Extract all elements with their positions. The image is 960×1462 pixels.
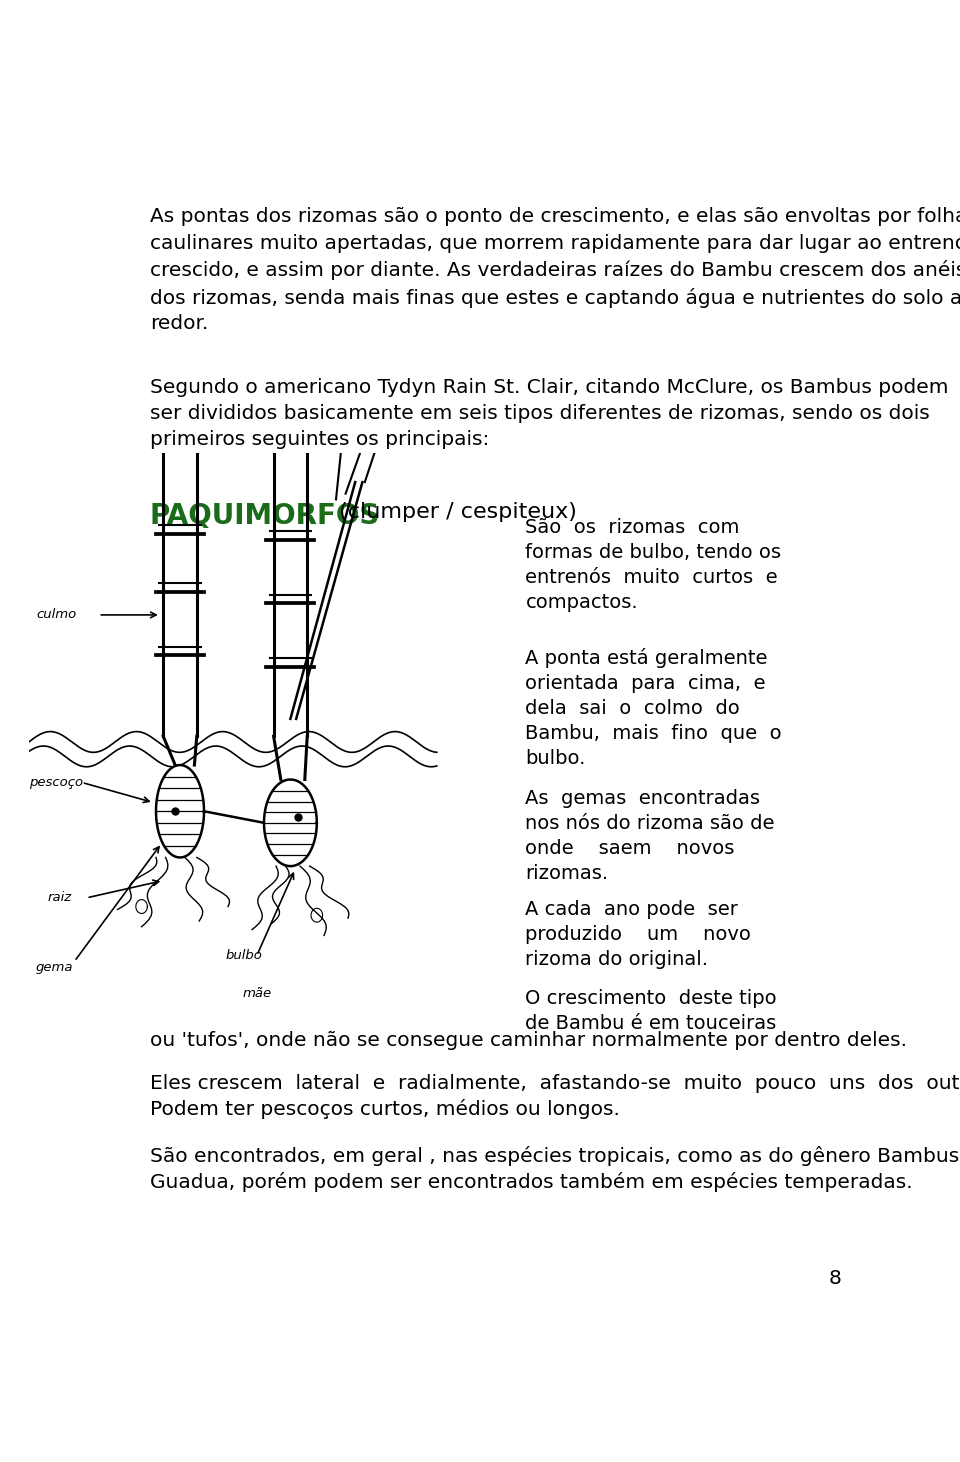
Text: O crescimento  deste tipo
de Bambu é em touceiras: O crescimento deste tipo de Bambu é em t… xyxy=(525,990,777,1034)
Text: São  os  rizomas  com
formas de bulbo, tendo os
entrenós  muito  curtos  e
compa: São os rizomas com formas de bulbo, tend… xyxy=(525,518,781,611)
Text: Eles crescem  lateral  e  radialmente,  afastando-se  muito  pouco  uns  dos  ou: Eles crescem lateral e radialmente, afas… xyxy=(150,1073,960,1120)
Polygon shape xyxy=(156,765,204,857)
Text: pescoço: pescoço xyxy=(29,776,83,789)
Text: culmo: culmo xyxy=(36,608,76,621)
Text: As  gemas  encontradas
nos nós do rizoma são de
onde    saem    novos
rizomas.: As gemas encontradas nos nós do rizoma s… xyxy=(525,789,775,883)
Text: gema: gema xyxy=(36,961,74,974)
Text: (clumper / cespiteux): (clumper / cespiteux) xyxy=(332,501,577,522)
Text: São encontrados, em geral , nas espécies tropicais, como as do gênero Bambusa
Gu: São encontrados, em geral , nas espécies… xyxy=(150,1146,960,1192)
Text: A cada  ano pode  ser
produzido    um    novo
rizoma do original.: A cada ano pode ser produzido um novo ri… xyxy=(525,901,752,969)
Text: PAQUIMORFOS: PAQUIMORFOS xyxy=(150,501,380,529)
Text: Segundo o americano Tydyn Rain St. Clair, citando McClure, os Bambus podem
ser d: Segundo o americano Tydyn Rain St. Clair… xyxy=(150,379,948,449)
Text: raiz: raiz xyxy=(48,892,72,905)
Text: 8: 8 xyxy=(828,1269,842,1288)
Text: mãe: mãe xyxy=(243,987,272,1000)
Polygon shape xyxy=(264,779,317,866)
Text: As pontas dos rizomas são o ponto de crescimento, e elas são envoltas por folhas: As pontas dos rizomas são o ponto de cre… xyxy=(150,208,960,333)
Text: ou 'tufos', onde não se consegue caminhar normalmente por dentro deles.: ou 'tufos', onde não se consegue caminha… xyxy=(150,1031,907,1050)
Text: bulbo: bulbo xyxy=(226,949,262,962)
Text: A ponta está geralmente
orientada  para  cima,  e
dela  sai  o  colmo  do
Bambu,: A ponta está geralmente orientada para c… xyxy=(525,648,782,768)
